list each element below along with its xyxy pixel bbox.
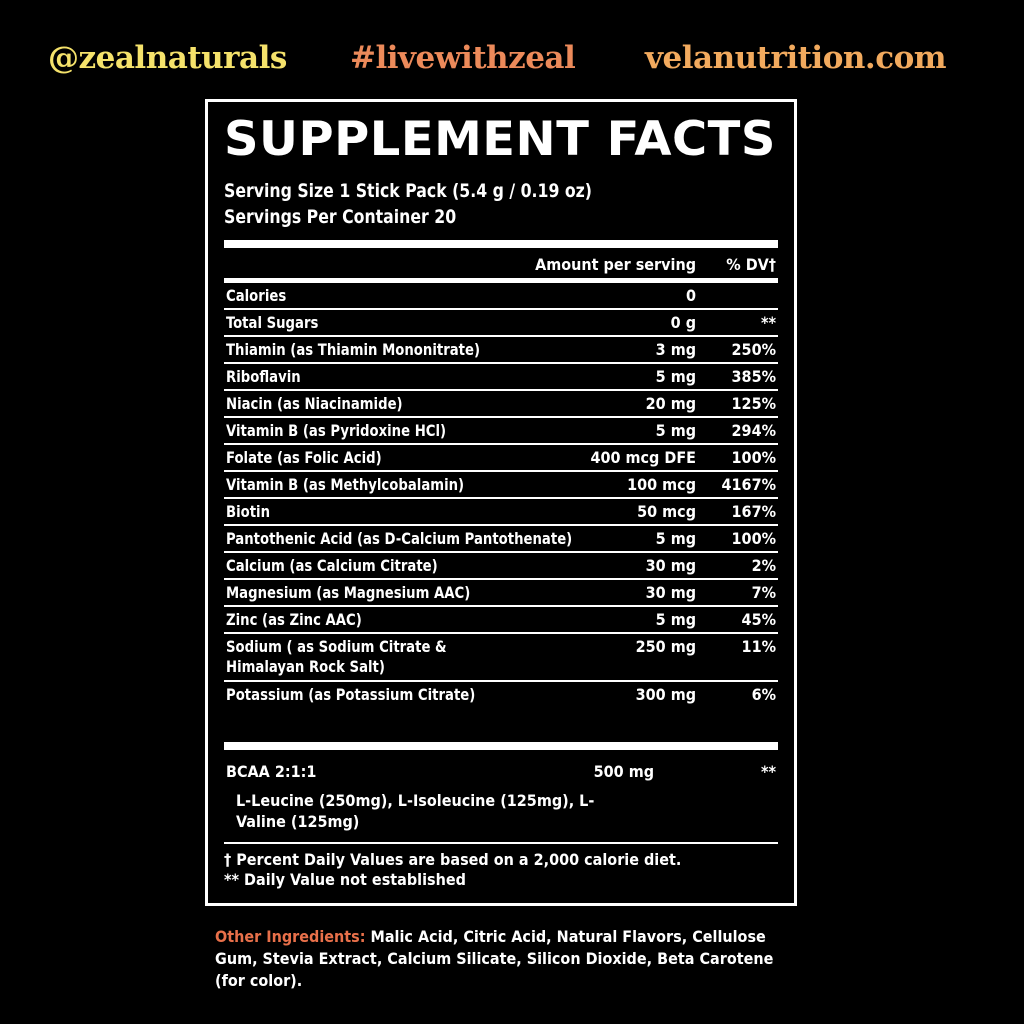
- nutrient-name: Potassium (as Potassium Citrate): [226, 685, 476, 704]
- dv-header: % DV†: [726, 255, 776, 274]
- bcaa-amount: 500 mg: [593, 762, 654, 781]
- nutrient-row: Vitamin B (as Methylcobalamin) 100 mcg 416…: [224, 472, 778, 499]
- nutrient-dv: 250%: [731, 340, 776, 359]
- servings-per-container: Servings Per Container 20: [224, 206, 457, 228]
- nutrient-name: Zinc (as Zinc AAC): [226, 610, 362, 629]
- divider-thick: [224, 240, 778, 248]
- other-ingredients-label: Other Ingredients:: [215, 927, 366, 946]
- nutrient-row: Sodium ( as Sodium Citrate & Himalayan R…: [224, 634, 778, 682]
- nutrient-dv: **: [760, 313, 776, 332]
- nutrient-name: Calories: [226, 286, 287, 305]
- nutrient-dv: 385%: [731, 367, 776, 386]
- supplement-facts-panel: SUPPLEMENT FACTS Serving Size 1 Stick Pa…: [205, 99, 797, 906]
- nutrient-dv: 45%: [741, 610, 776, 629]
- nutrient-dv: 7%: [751, 583, 776, 602]
- nutrient-row: Calories 0: [224, 283, 778, 310]
- nutrient-dv: 125%: [731, 394, 776, 413]
- nutrient-row: Potassium (as Potassium Citrate) 300 mg 6%: [224, 682, 778, 742]
- nutrient-name: Sodium ( as Sodium Citrate & Himalayan R…: [226, 637, 447, 676]
- nutrient-name: Vitamin B (as Pyridoxine HCl): [226, 421, 447, 440]
- hashtag: #livewithzeal: [350, 40, 576, 76]
- nutrient-dv: 100%: [731, 448, 776, 467]
- nutrient-name: Folate (as Folic Acid): [226, 448, 382, 467]
- serving-size: Serving Size 1 Stick Pack (5.4 g / 0.19 …: [224, 180, 592, 202]
- nutrient-amount: 3 mg: [655, 340, 696, 359]
- nutrient-amount: 300 mg: [635, 685, 696, 704]
- bcaa-row: BCAA 2:1:1 500 mg ** L-Leucine (250mg), …: [224, 750, 778, 842]
- nutrient-name: Niacin (as Niacinamide): [226, 394, 403, 413]
- divider: [224, 278, 778, 283]
- nutrient-amount: 0 g: [670, 313, 696, 332]
- nutrient-name: Thiamin (as Thiamin Mononitrate): [226, 340, 481, 359]
- nutrient-row: Magnesium (as Magnesium AAC) 30 mg 7%: [224, 580, 778, 607]
- nutrient-row: Vitamin B (as Pyridoxine HCl) 5 mg 294%: [224, 418, 778, 445]
- bcaa-detail: L-Leucine (250mg), L-Isoleucine (125mg),…: [236, 791, 595, 831]
- header-tags: @zealnaturals #livewithzeal velanutritio…: [0, 40, 1024, 84]
- nutrient-name: Biotin: [226, 502, 271, 521]
- nutrient-row: Riboflavin 5 mg 385%: [224, 364, 778, 391]
- nutrient-row: Total Sugars 0 g **: [224, 310, 778, 337]
- nutrient-name: Riboflavin: [226, 367, 301, 386]
- nutrient-row: Biotin 50 mcg 167%: [224, 499, 778, 526]
- divider: [224, 842, 778, 844]
- nutrient-row: Thiamin (as Thiamin Mononitrate) 3 mg 250%: [224, 337, 778, 364]
- nutrient-amount: 20 mg: [645, 394, 696, 413]
- nutrient-name: Pantothenic Acid (as D-Calcium Pantothen…: [226, 529, 573, 548]
- divider-thick: [224, 742, 778, 750]
- other-ingredients: Other Ingredients: Malic Acid, Citric Ac…: [215, 926, 775, 992]
- nutrient-amount: 5 mg: [655, 367, 696, 386]
- nutrient-amount: 5 mg: [655, 421, 696, 440]
- social-handle: @zealnaturals: [48, 40, 287, 76]
- nutrient-amount: 5 mg: [655, 529, 696, 548]
- footnote-dv: † Percent Daily Values are based on a 2,…: [224, 850, 682, 869]
- nutrient-row: Zinc (as Zinc AAC) 5 mg 45%: [224, 607, 778, 634]
- other-ingredients-text: Malic Acid, Citric Acid, Natural Flavors…: [215, 927, 774, 990]
- nutrient-dv: 4167%: [721, 475, 776, 494]
- nutrient-amount: 5 mg: [655, 610, 696, 629]
- bcaa-name: BCAA 2:1:1: [226, 762, 317, 781]
- nutrient-dv: 100%: [731, 529, 776, 548]
- footnote-not-established: ** Daily Value not established: [224, 870, 466, 889]
- nutrient-name: Total Sugars: [226, 313, 319, 332]
- nutrient-row: Pantothenic Acid (as D-Calcium Pantothen…: [224, 526, 778, 553]
- nutrient-amount: 250 mg: [635, 637, 696, 656]
- nutrient-dv: 6%: [751, 685, 776, 704]
- nutrient-name: Calcium (as Calcium Citrate): [226, 556, 438, 575]
- nutrient-amount: 0: [685, 286, 696, 305]
- website: velanutrition.com: [645, 40, 947, 76]
- bcaa-dv: **: [760, 762, 776, 781]
- amount-header: Amount per serving: [535, 255, 696, 274]
- nutrient-amount: 100 mcg: [627, 475, 696, 494]
- nutrient-row: Calcium (as Calcium Citrate) 30 mg 2%: [224, 553, 778, 580]
- nutrient-dv: 2%: [751, 556, 776, 575]
- panel-title: SUPPLEMENT FACTS: [224, 112, 776, 167]
- nutrient-dv: 11%: [741, 637, 776, 656]
- nutrient-dv: 294%: [731, 421, 776, 440]
- nutrient-name: Vitamin B (as Methylcobalamin): [226, 475, 465, 494]
- nutrient-rows: Calories 0 Total Sugars 0 g ** Thiamin (as Th…: [224, 283, 778, 742]
- column-header: Amount per serving % DV†: [224, 248, 778, 278]
- nutrient-amount: 50 mcg: [637, 502, 696, 521]
- nutrient-row: Folate (as Folic Acid) 400 mcg DFE 100%: [224, 445, 778, 472]
- nutrient-amount: 30 mg: [645, 556, 696, 575]
- nutrient-amount: 400 mcg DFE: [590, 448, 696, 467]
- nutrient-amount: 30 mg: [645, 583, 696, 602]
- nutrient-dv: 167%: [731, 502, 776, 521]
- nutrient-name: Magnesium (as Magnesium AAC): [226, 583, 471, 602]
- nutrient-row: Niacin (as Niacinamide) 20 mg 125%: [224, 391, 778, 418]
